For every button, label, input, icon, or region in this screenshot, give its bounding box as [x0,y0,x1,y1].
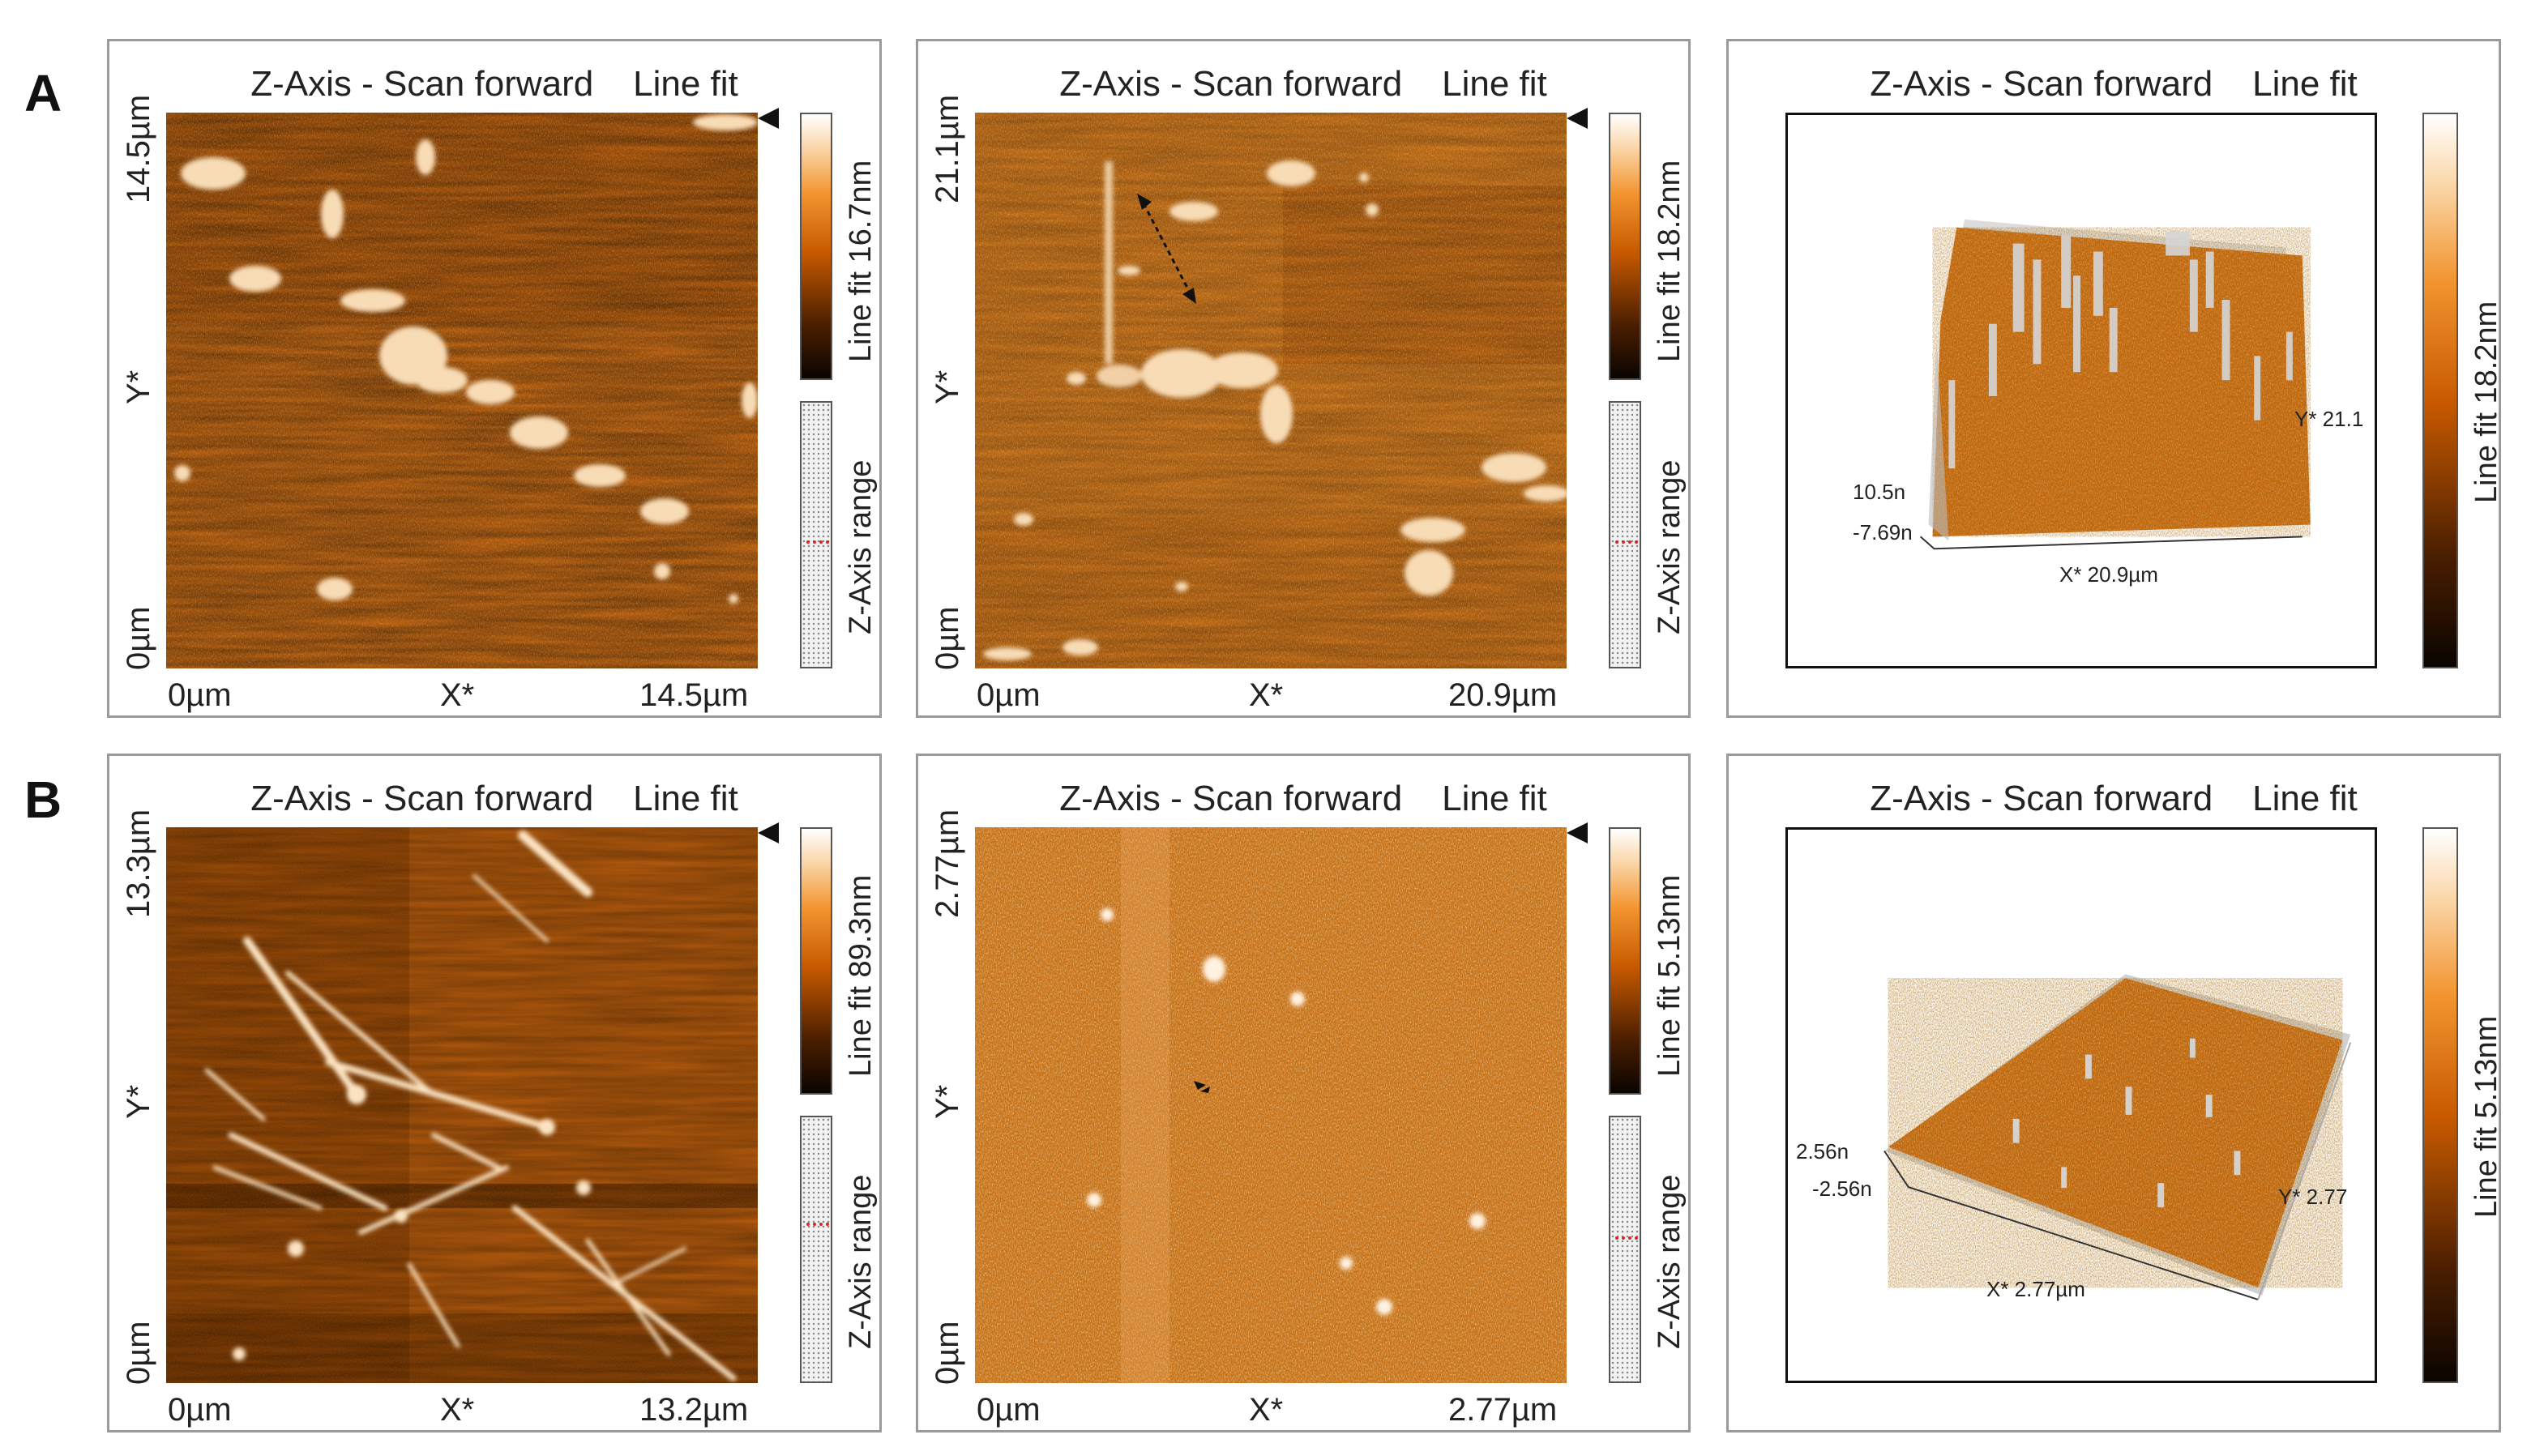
colorbar-label: Line fit 18.2nm [2469,301,2503,503]
y-axis-label: Y* [121,369,156,404]
scan-line-marker-icon [1567,108,1588,129]
y-axis-label: Y* [121,1084,156,1119]
panel-title: Z-Axis - Scan forward Line fit [1059,64,1547,104]
z-axis-range-label: Z-Axis range [1653,459,1687,634]
z-axis-range-bar[interactable] [1609,1116,1641,1383]
x-axis-left-label: 0µm [977,677,1041,713]
panel-b3: Z-Axis - Scan forward Line fit 2.56n -2.… [1726,754,2503,1433]
panel-a3: Z-Axis - Scan forward Line fit [1726,39,2503,718]
z-axis-range-bar[interactable] [1609,401,1641,668]
colorbar-label: Line fit 18.2nm [1653,160,1687,362]
z-axis-range-label: Z-Axis range [844,1174,878,1349]
x-axis-label: X* [1249,677,1284,713]
y-axis-bottom-label: 0µm [930,606,965,670]
z-max-label: 2.56n [1796,1139,1849,1164]
z-axis-range-indicator[interactable] [806,540,829,544]
colorbar-label: Line fit 16.7nm [844,160,878,362]
height-colorbar [2422,113,2458,668]
z-min-label: -2.56n [1812,1176,1872,1201]
x-axis-label: X* 2.77µm [1986,1277,2085,1301]
y-axis-bottom-label: 0µm [930,1321,965,1385]
x-axis-label: X* [1249,1392,1284,1428]
x-axis-label: X* [440,1392,475,1428]
3d-view-frame: 10.5n -7.69n X* 20.9µm Y* 21.1 [1785,113,2377,668]
afm-height-image [166,827,758,1383]
z-max-label: 10.5n [1853,480,1906,504]
z-axis-range-indicator[interactable] [1615,540,1638,544]
row-b-label: B [24,771,62,829]
3d-surface-plot [1919,219,2311,550]
colorbar-label: Line fit 5.13nm [2469,1015,2503,1218]
x-axis-label: X* [440,677,475,713]
z-axis-range-indicator[interactable] [1615,1236,1638,1240]
z-min-label: -7.69n [1853,520,1913,544]
height-colorbar [1609,827,1641,1095]
x-axis-right-label: 14.5µm [639,677,749,713]
y-axis-bottom-label: 0µm [121,606,156,670]
afm-height-image [975,827,1567,1383]
row-a-label: A [24,64,62,122]
y-axis-top-label: 14.5µm [121,94,156,203]
panel-title: Z-Axis - Scan forward Line fit [250,64,738,104]
z-axis-range-label: Z-Axis range [1653,1174,1687,1349]
panel-a1: Z-Axis - Scan forward Line fit 14.5 [107,39,882,718]
colorbar-label: Line fit 89.3nm [844,874,878,1077]
afm-height-image [975,113,1567,668]
y-axis-top-label: 21.1µm [930,94,965,203]
panel-b2: Z-Axis - Scan forward Line fit 2.77µm Y*… [916,754,1691,1433]
height-colorbar [800,113,832,380]
afm-height-image [166,113,758,668]
y-axis-top-label: 2.77µm [930,809,965,918]
y-axis-label: Y* [930,1084,965,1119]
scan-line-marker-icon [1567,822,1588,843]
x-axis-left-label: 0µm [168,1392,232,1428]
3d-view-frame: 2.56n -2.56n X* 2.77µm Y* 2.77 [1785,827,2377,1383]
y-axis-label: Y* [930,369,965,404]
panel-title: Z-Axis - Scan forward Line fit [1059,779,1547,818]
y-axis-label: Y* 21.1 [2294,407,2364,431]
z-axis-range-indicator[interactable] [806,1223,829,1227]
y-axis-bottom-label: 0µm [121,1321,156,1385]
scan-line-marker-icon [758,822,779,843]
x-axis-left-label: 0µm [168,677,232,713]
3d-surface-plot [1883,974,2352,1300]
height-colorbar [2422,827,2458,1383]
height-colorbar [800,827,832,1095]
x-axis-left-label: 0µm [977,1392,1041,1428]
scan-line-marker-icon [758,108,779,129]
x-axis-right-label: 20.9µm [1448,677,1558,713]
y-axis-label: Y* 2.77 [2278,1185,2348,1209]
z-axis-range-bar[interactable] [800,1116,832,1383]
x-axis-right-label: 2.77µm [1448,1392,1558,1428]
panel-b1: Z-Axis - Scan forward Line fit [107,754,882,1433]
panel-title: Z-Axis - Scan forward Line fit [1870,64,2358,104]
colorbar-label: Line fit 5.13nm [1653,874,1687,1077]
z-axis-range-bar[interactable] [800,401,832,668]
y-axis-top-label: 13.3µm [121,809,156,918]
z-axis-range-label: Z-Axis range [844,459,878,634]
panel-title: Z-Axis - Scan forward Line fit [1870,779,2358,818]
x-axis-label: X* 20.9µm [2059,562,2158,587]
height-colorbar [1609,113,1641,380]
panel-a2: Z-Axis - Scan forward Line fit [916,39,1691,718]
panel-title: Z-Axis - Scan forward Line fit [250,779,738,818]
x-axis-right-label: 13.2µm [639,1392,749,1428]
